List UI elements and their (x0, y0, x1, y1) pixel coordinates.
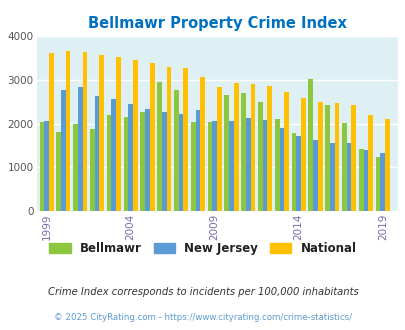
Bar (178, 114, 183, 211)
Bar (291, 133, 296, 211)
Bar (39, 121, 44, 211)
Bar (212, 121, 217, 211)
Bar (162, 112, 166, 211)
Bar (245, 117, 250, 211)
Bar (145, 109, 149, 211)
Bar (367, 115, 372, 211)
Bar (166, 67, 171, 211)
Bar (78, 87, 82, 211)
Bar (116, 57, 121, 211)
Bar (329, 144, 334, 211)
Bar (317, 102, 322, 211)
Bar (99, 55, 104, 211)
Bar (258, 102, 262, 211)
Bar (94, 96, 99, 211)
Bar (82, 51, 87, 211)
Bar (301, 98, 305, 211)
Bar (274, 119, 279, 211)
Bar (195, 110, 200, 211)
Bar (123, 117, 128, 211)
Text: Crime Index corresponds to incidents per 100,000 inhabitants: Crime Index corresponds to incidents per… (47, 287, 358, 297)
Bar (312, 140, 317, 211)
Bar (241, 93, 245, 211)
Bar (200, 78, 205, 211)
Bar (358, 149, 363, 211)
Bar (128, 104, 133, 211)
Bar (190, 121, 195, 211)
Bar (90, 129, 94, 211)
Bar (207, 121, 212, 211)
Bar (140, 112, 145, 211)
Bar (262, 120, 267, 211)
Bar (66, 51, 70, 211)
Bar (351, 105, 355, 211)
Bar (346, 143, 351, 211)
Bar (379, 153, 384, 211)
Bar (384, 119, 389, 211)
Bar (56, 132, 61, 211)
Bar (363, 149, 367, 211)
Legend: Bellmawr, New Jersey, National: Bellmawr, New Jersey, National (45, 237, 360, 260)
Bar (324, 105, 329, 211)
Bar (279, 128, 283, 211)
Bar (250, 84, 255, 211)
Title: Bellmawr Property Crime Index: Bellmawr Property Crime Index (87, 16, 346, 31)
Bar (217, 87, 221, 211)
Bar (375, 157, 379, 211)
Bar (111, 99, 116, 211)
Bar (228, 121, 233, 211)
Bar (341, 123, 346, 211)
Bar (133, 60, 137, 211)
Bar (296, 136, 301, 211)
Bar (149, 63, 154, 211)
Bar (73, 124, 78, 211)
Bar (44, 121, 49, 211)
Bar (284, 92, 288, 211)
Bar (61, 90, 66, 211)
Bar (308, 79, 312, 211)
Bar (107, 115, 111, 211)
Bar (183, 68, 188, 211)
Bar (334, 103, 339, 211)
Bar (49, 53, 53, 211)
Bar (174, 90, 178, 211)
Bar (224, 95, 228, 211)
Bar (233, 82, 238, 211)
Text: © 2025 CityRating.com - https://www.cityrating.com/crime-statistics/: © 2025 CityRating.com - https://www.city… (54, 313, 351, 322)
Bar (267, 86, 271, 211)
Bar (157, 82, 162, 211)
